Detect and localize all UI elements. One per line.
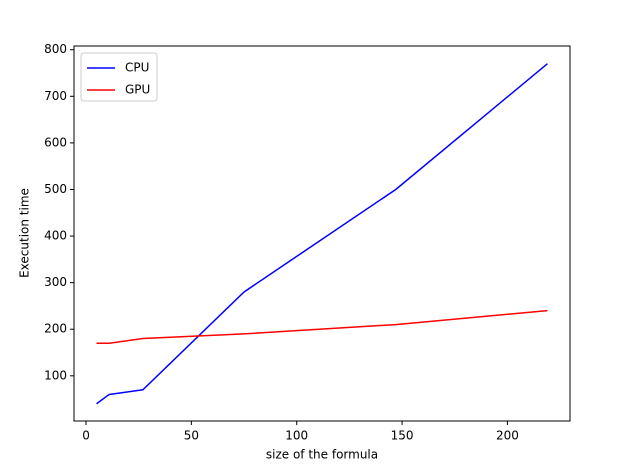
x-axis-label: size of the formula — [266, 448, 378, 462]
x-tick-label: 200 — [496, 429, 519, 443]
plot-frame — [73, 45, 571, 422]
x-tick-label: 100 — [285, 429, 308, 443]
series-line — [96, 63, 548, 405]
legend-label: CPU — [125, 61, 149, 75]
y-tick-label: 700 — [44, 89, 67, 103]
x-tick-label: 150 — [391, 429, 414, 443]
x-tick-label: 0 — [82, 429, 90, 443]
y-tick-label: 600 — [44, 135, 67, 149]
legend-box — [80, 52, 158, 102]
y-tick-label: 400 — [44, 229, 67, 243]
legend-label: GPU — [125, 83, 150, 97]
y-tick-label: 800 — [44, 42, 67, 56]
y-tick-label: 200 — [44, 322, 67, 336]
y-tick-label: 100 — [44, 368, 67, 382]
series-line — [96, 309, 548, 344]
y-tick-label: 500 — [44, 182, 67, 196]
y-axis-label: Execution time — [18, 188, 32, 278]
y-tick-label: 300 — [44, 275, 67, 289]
x-tick-label: 50 — [184, 429, 199, 443]
